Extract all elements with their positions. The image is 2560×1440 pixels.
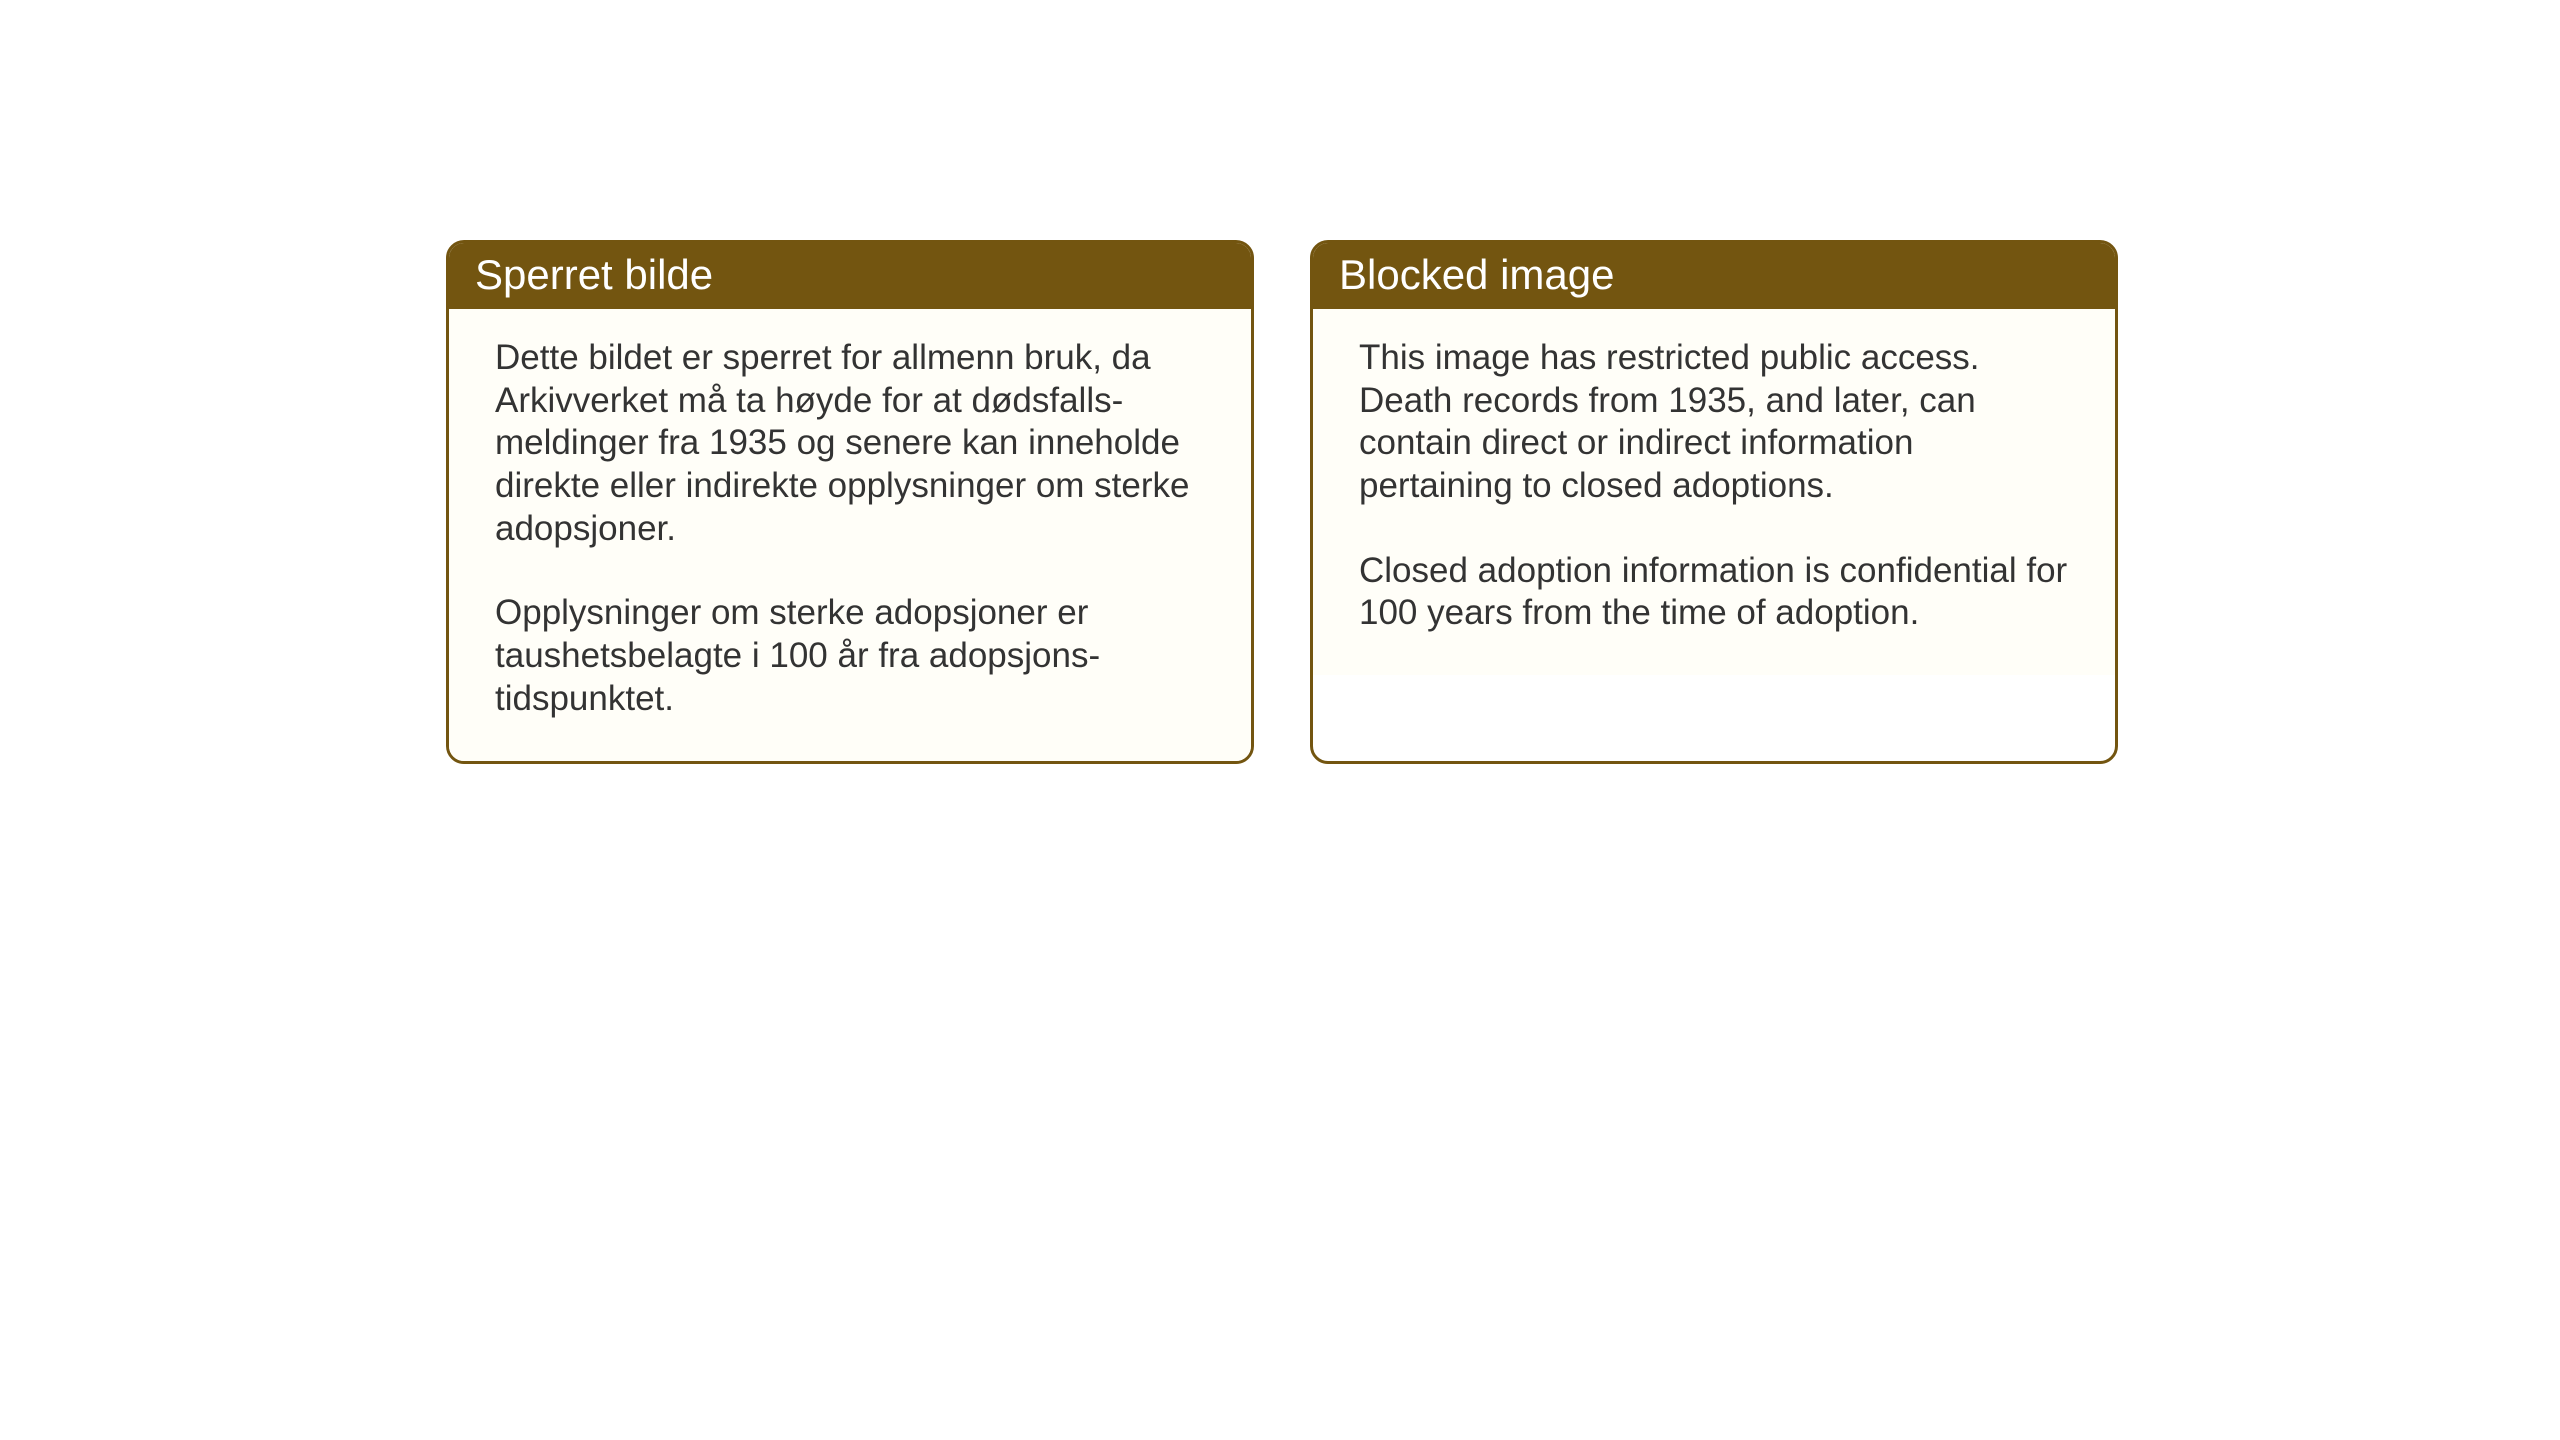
card-paragraph-2-norwegian: Opplysninger om sterke adopsjoner er tau… [495, 592, 1205, 720]
card-paragraph-1-english: This image has restricted public access.… [1359, 337, 2069, 508]
cards-container: Sperret bilde Dette bildet er sperret fo… [446, 240, 2118, 764]
card-header-norwegian: Sperret bilde [449, 243, 1251, 309]
card-header-english: Blocked image [1313, 243, 2115, 309]
card-paragraph-1-norwegian: Dette bildet er sperret for allmenn bruk… [495, 337, 1205, 550]
card-paragraph-2-english: Closed adoption information is confident… [1359, 550, 2069, 635]
card-body-english: This image has restricted public access.… [1313, 309, 2115, 675]
card-english: Blocked image This image has restricted … [1310, 240, 2118, 764]
card-norwegian: Sperret bilde Dette bildet er sperret fo… [446, 240, 1254, 764]
card-body-norwegian: Dette bildet er sperret for allmenn bruk… [449, 309, 1251, 761]
card-title-english: Blocked image [1339, 251, 1614, 298]
card-title-norwegian: Sperret bilde [475, 251, 713, 298]
